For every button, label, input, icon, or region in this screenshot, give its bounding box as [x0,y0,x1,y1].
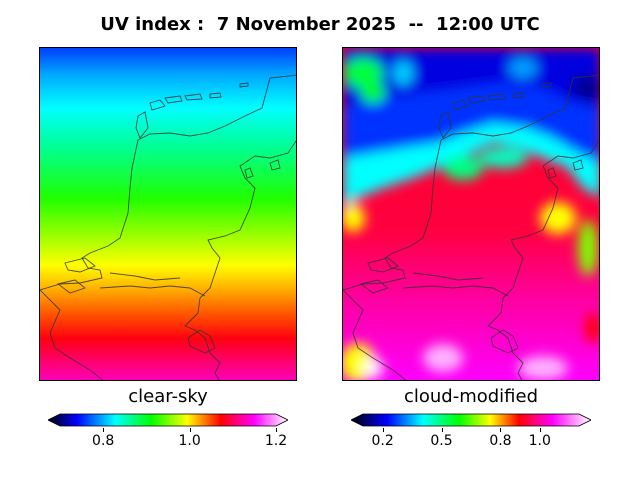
coastline-right [343,74,599,380]
clear-sky-tick-label: 0.8 [92,433,115,449]
cloud-modified-tickmark [500,428,502,432]
clear-sky-tick-label: 1.2 [264,433,288,449]
clear-sky-tickmark [103,428,105,432]
clear-sky-colorbar [48,413,288,427]
cloud-modified-tick-label: 0.2 [371,433,394,449]
cloud-modified-label: cloud-modified [403,386,539,407]
clear-sky-field [40,48,296,380]
cloud-modified-tickmark [539,428,541,432]
cloud-modified-tick-label: 0.5 [430,433,453,449]
cloud-modified-tick-label: 1.0 [528,433,551,449]
map-title: UV index : 7 November 2025 -- 12:00 UTC [100,14,540,35]
clear-sky-tickmark [189,428,191,432]
cloud-modified-field [343,48,599,380]
clear-sky-tickmark [276,428,277,432]
cloud-modified-tickmark [382,428,384,432]
cloud-modified-tick-label: 0.8 [489,433,512,449]
cloud-modified-colorbar [351,413,591,427]
clear-sky-map [39,47,297,381]
cloud-modified-map [342,47,600,381]
coastline-left [40,74,296,380]
clear-sky-tick-label: 1.0 [178,433,201,449]
clear-sky-label: clear-sky [128,386,208,407]
cloud-modified-tickmark [441,428,443,432]
